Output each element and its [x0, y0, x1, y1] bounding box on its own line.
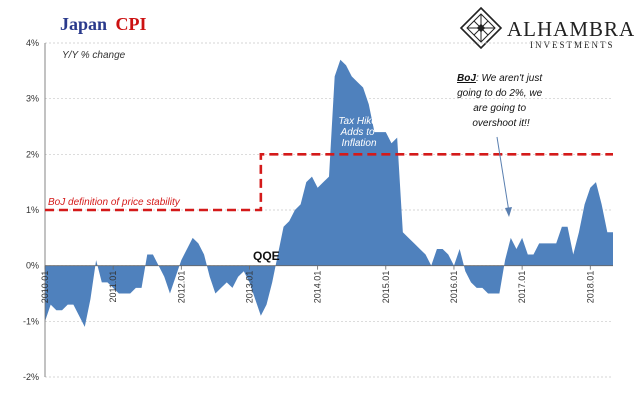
y-tick-label: 1% — [26, 205, 39, 215]
x-tick-label: 2014.01 — [313, 271, 323, 304]
x-tick-labels: 2010.01 2011.01 2012.01 2013.01 2014.01 2015.… — [40, 265, 595, 304]
x-tick-label: 2018.01 — [585, 271, 595, 304]
x-tick-label: 2016.01 — [449, 271, 459, 304]
y-tick-label: 0% — [26, 261, 39, 271]
x-tick-label: 2015.01 — [381, 271, 391, 304]
boj-price-stability-line — [45, 153, 613, 212]
boj-quote-line-2: going to do 2%, we — [457, 88, 542, 99]
title-word-japan: Japan — [60, 14, 107, 34]
x-tick-label: 2013.01 — [244, 271, 254, 304]
x-tick-label: 2017.01 — [517, 271, 527, 304]
y-tick-label: -1% — [23, 316, 39, 326]
title-word-cpi: CPI — [116, 14, 147, 34]
boj-quote-speaker: BoJ — [457, 73, 476, 84]
y-tick-label: 2% — [26, 149, 39, 159]
y-axis-label: Y/Y % change — [62, 50, 126, 61]
x-tick-label: 2012.01 — [176, 271, 186, 304]
boj-quote-line-4: overshoot it!! — [472, 118, 529, 129]
y-tick-label: -2% — [23, 372, 39, 382]
chart-title: Japan CPI — [60, 14, 147, 34]
annotation-arrow — [496, 136, 512, 217]
boj-quote-line-1: : We aren't just — [476, 73, 543, 84]
tax-hike-line-3: Inflation — [341, 138, 376, 149]
tax-hike-line-2: Adds to — [340, 127, 375, 138]
tax-hike-line-1: Tax Hike — [338, 116, 377, 127]
tax-hike-annotation: Tax Hike Adds to Inflation — [338, 116, 379, 149]
logo-name: ALHAMBRA — [507, 17, 635, 41]
y-tick-label: 4% — [26, 38, 39, 48]
boj-quote-annotation: BoJ: We aren't just going to do 2%, we a… — [457, 73, 545, 129]
y-tick-label: 3% — [26, 94, 39, 104]
diamond-lattice-icon — [459, 6, 503, 50]
cpi-area-series — [45, 59, 613, 327]
logo-subtitle: INVESTMENTS — [530, 40, 615, 50]
boj-definition-label: BoJ definition of price stability — [48, 197, 181, 208]
y-tick-labels: -2% -1% 0% 1% 2% 3% 4% — [23, 38, 39, 382]
boj-quote-line-3: are going to — [473, 103, 526, 114]
x-tick-label: 2010.01 — [40, 271, 50, 304]
x-tick-label: 2011.01 — [108, 271, 118, 303]
qqe-label: QQE — [253, 249, 280, 263]
